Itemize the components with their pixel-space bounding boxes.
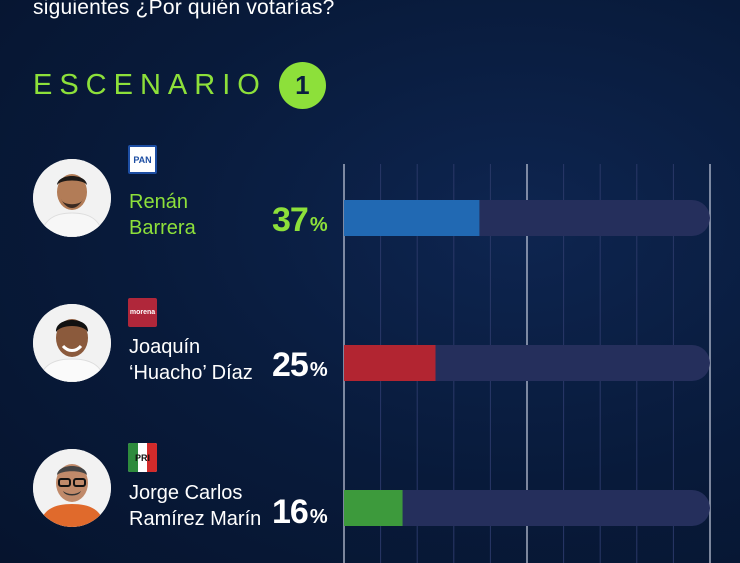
percent-sign: % — [309, 214, 328, 236]
candidate-photo-joaquin — [33, 304, 111, 382]
percent-sign: % — [309, 359, 328, 381]
pri-logo-icon: PRI — [128, 443, 157, 472]
candidate-name-line1: Jorge Carlos — [129, 482, 243, 504]
candidate-photo-jorge — [33, 449, 111, 527]
candidate-name-line1: Joaquín — [129, 336, 201, 358]
pan-logo-text: PAN — [133, 154, 152, 165]
candidate-name-line2: Ramírez Marín — [129, 508, 262, 530]
morena-logo-text: morena — [129, 309, 156, 316]
candidate-percentage: 37% — [272, 201, 328, 240]
scenario-number-badge: 1 — [278, 62, 326, 109]
pan-logo-icon: PAN — [128, 145, 157, 174]
pri-green-stripe — [128, 443, 138, 472]
candidate-photo-renan — [33, 159, 111, 237]
percent-sign: % — [309, 506, 328, 528]
candidate-percentage: 25% — [272, 346, 328, 385]
candidate-name: Renán Barrera — [129, 189, 196, 241]
pri-logo-text: PRI — [134, 452, 150, 463]
scenario-label: ESCENARIO — [33, 69, 267, 101]
candidate-name: Joaquín ‘Huacho’ Díaz — [129, 334, 253, 386]
candidate-name-line2: Barrera — [129, 217, 196, 239]
candidate-percentage: 16% — [272, 493, 328, 532]
bar-track — [344, 490, 710, 526]
candidate-name-line2: ‘Huacho’ Díaz — [129, 362, 253, 384]
candidate-name: Jorge Carlos Ramírez Marín — [129, 480, 261, 532]
percentage-value: 25 — [272, 346, 309, 384]
morena-logo-icon: morena — [128, 298, 157, 327]
percentage-value: 37 — [272, 201, 309, 239]
scenario-heading: ESCENARIO 1 — [33, 62, 326, 109]
candidate-name-line1: Renán — [129, 191, 188, 213]
bar-2 — [344, 345, 436, 381]
percentage-value: 16 — [272, 493, 309, 531]
question-text: siguientes ¿Por quién votarías? — [33, 0, 335, 19]
bar-3 — [344, 490, 403, 526]
pri-red-stripe — [147, 443, 157, 472]
bar-1 — [344, 200, 480, 236]
